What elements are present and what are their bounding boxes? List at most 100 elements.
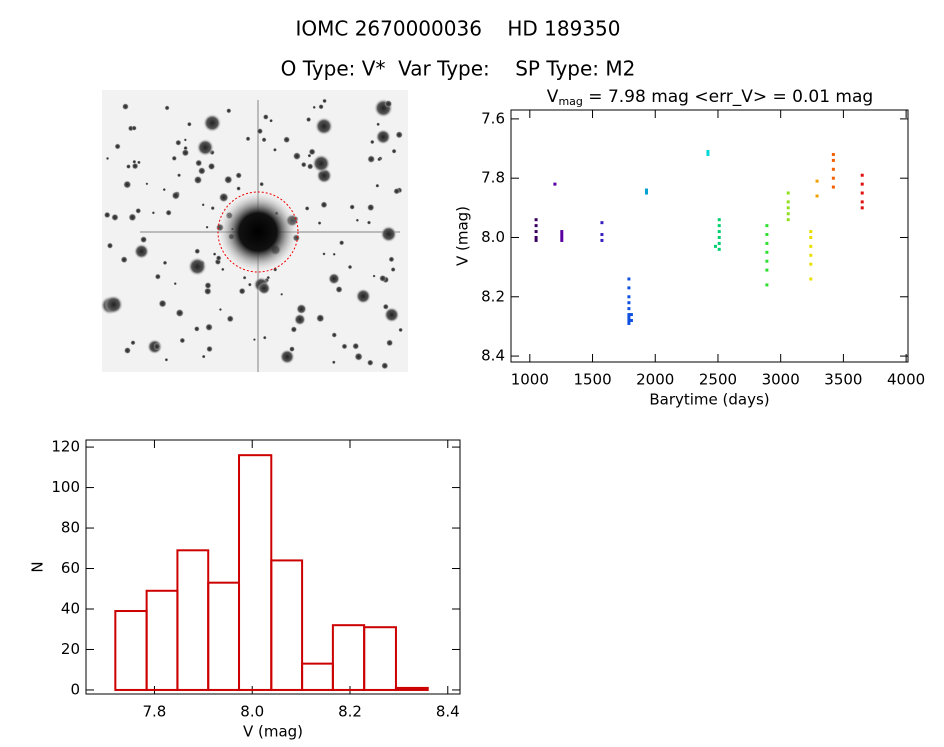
field-star	[347, 264, 353, 270]
field-star	[322, 252, 326, 256]
data-point	[809, 230, 813, 234]
field-star	[226, 315, 234, 323]
data-point	[627, 318, 631, 322]
data-point	[809, 262, 813, 266]
data-point	[534, 218, 538, 222]
histogram-bar	[301, 662, 334, 691]
field-star	[218, 192, 229, 203]
field-star	[366, 359, 374, 367]
field-star	[175, 139, 182, 146]
data-point	[706, 150, 710, 154]
field-star	[300, 161, 307, 168]
field-star	[379, 274, 387, 283]
data-point	[786, 191, 790, 195]
field-star	[133, 243, 150, 260]
data-point	[629, 318, 633, 322]
field-star	[388, 256, 395, 263]
x-tick-label: 1500	[573, 371, 611, 389]
field-star	[105, 156, 110, 161]
field-star	[151, 211, 156, 215]
field-star	[256, 127, 264, 135]
field-star	[290, 326, 298, 333]
field-star	[341, 343, 348, 350]
field-star	[305, 116, 312, 123]
data-point	[627, 321, 631, 325]
data-point	[717, 247, 721, 251]
field-star	[383, 306, 400, 323]
field-star	[331, 360, 336, 365]
field-star	[318, 103, 324, 110]
data-point	[860, 191, 864, 195]
data-point	[765, 259, 769, 263]
x-tick-label: 2500	[699, 371, 737, 389]
x-tick-label: 4000	[887, 371, 925, 389]
field-star	[196, 138, 215, 157]
data-point	[560, 230, 564, 234]
field-star	[162, 260, 168, 266]
x-tick-label: 8.4	[436, 703, 460, 721]
x-axis-label: V (mag)	[243, 723, 303, 741]
field-star	[197, 166, 206, 175]
field-star	[390, 266, 396, 273]
title-part: = 7.98 mag <err_V> = 0.01 mag	[583, 87, 873, 107]
histogram-bar	[394, 686, 429, 691]
data-point	[534, 235, 538, 239]
data-point	[717, 218, 721, 222]
data-point	[627, 301, 631, 305]
data-point	[786, 212, 790, 216]
plot-frame	[510, 109, 909, 363]
field-star	[375, 128, 392, 145]
field-star	[308, 148, 316, 156]
data-point	[560, 238, 564, 242]
data-point	[717, 224, 721, 228]
y-tick-label: 40	[61, 599, 80, 617]
data-point	[706, 152, 710, 156]
field-star	[103, 211, 111, 219]
y-tick-label: 8.4	[481, 347, 505, 365]
field-star	[247, 282, 252, 287]
x-tick-label: 7.8	[143, 703, 167, 721]
x-tick-label: 3000	[762, 371, 800, 389]
data-point	[534, 238, 538, 242]
field-star	[218, 307, 223, 312]
field-star	[376, 122, 381, 127]
field-star	[372, 274, 376, 278]
field-star	[288, 346, 296, 353]
chart-title: Vmag = 7.98 mag <err_V> = 0.01 mag	[547, 87, 873, 108]
field-star	[317, 221, 322, 226]
field-star	[366, 220, 372, 225]
field-star	[272, 147, 277, 152]
field-star	[139, 235, 148, 244]
histogram-bar	[238, 454, 273, 691]
field-star	[201, 203, 205, 207]
data-point	[860, 200, 864, 204]
field-star	[173, 282, 177, 286]
field-star	[395, 130, 404, 139]
field-star	[293, 313, 306, 326]
x-tick-label: 1000	[511, 371, 549, 389]
data-point	[600, 221, 604, 225]
field-star	[183, 138, 187, 142]
field-star	[193, 325, 200, 332]
data-point	[627, 295, 631, 299]
data-point	[627, 307, 631, 311]
star-image	[100, 90, 408, 372]
field-star	[352, 342, 360, 350]
field-star	[369, 139, 375, 145]
data-point	[765, 233, 769, 237]
field-star	[179, 337, 186, 344]
data-point	[627, 286, 631, 290]
field-star	[331, 332, 338, 338]
field-star	[349, 204, 356, 210]
x-axis-label: Barytime (days)	[649, 391, 769, 409]
field-star	[391, 148, 397, 154]
field-star	[320, 201, 328, 209]
data-point	[765, 283, 769, 287]
data-point	[765, 268, 769, 272]
data-point	[809, 235, 813, 239]
target-star	[216, 190, 300, 274]
x-tick-label: 8.0	[240, 703, 264, 721]
field-star	[181, 148, 190, 157]
data-point	[717, 230, 721, 234]
y-tick-label: 7.6	[481, 109, 505, 127]
